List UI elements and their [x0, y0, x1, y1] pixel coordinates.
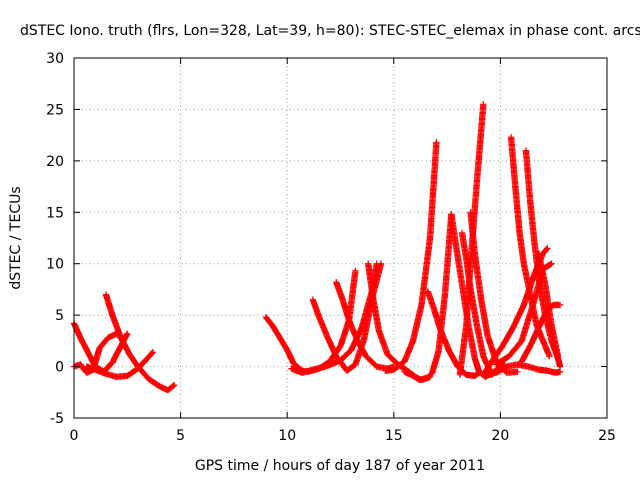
plot-frame: [73, 57, 608, 419]
series-arc-17: [482, 361, 564, 379]
plus-markers: [102, 291, 178, 394]
series-arc-23: [535, 250, 562, 360]
series-arc-8: [333, 279, 397, 372]
x-tick-label: 20: [491, 428, 509, 444]
y-tick-label: 20: [46, 154, 64, 170]
plus-markers: [382, 139, 440, 374]
y-axis-title: dSTEC / TECUs: [8, 186, 24, 289]
axis-ticks: [73, 57, 608, 419]
y-tick-label: 5: [55, 308, 64, 324]
x-tick-label: 0: [70, 428, 79, 444]
chart-title: dSTEC Iono. truth (flrs, Lon=328, Lat=39…: [20, 23, 640, 39]
plus-markers: [482, 361, 564, 379]
series-arc-4: [83, 349, 157, 381]
y-tick-label: 0: [55, 360, 64, 376]
x-tick-label: 5: [176, 428, 185, 444]
y-tick-label: -5: [50, 411, 64, 427]
y-tick-label: 25: [46, 102, 64, 118]
data-marks: [70, 101, 564, 394]
plus-markers: [535, 250, 562, 360]
y-tick-label: 15: [46, 205, 64, 221]
series-arc-15: [458, 229, 496, 378]
y-tick-label: 10: [46, 257, 64, 273]
plus-markers: [83, 349, 157, 381]
series-arc-3: [102, 291, 178, 394]
x-axis-title: GPS time / hours of day 187 of year 2011: [195, 458, 485, 474]
series-arc-10: [382, 139, 440, 374]
tick-labels: 0 5 10 15 20 25 -5 0 5 10 15 20 25 30: [46, 51, 616, 444]
y-tick-label: 30: [46, 51, 64, 67]
x-tick-label: 15: [385, 428, 403, 444]
plus-markers: [401, 211, 455, 384]
x-tick-label: 10: [278, 428, 296, 444]
plus-markers: [333, 279, 397, 372]
series-arc-11: [401, 211, 455, 384]
x-tick-label: 25: [598, 428, 616, 444]
plus-markers: [458, 229, 496, 378]
